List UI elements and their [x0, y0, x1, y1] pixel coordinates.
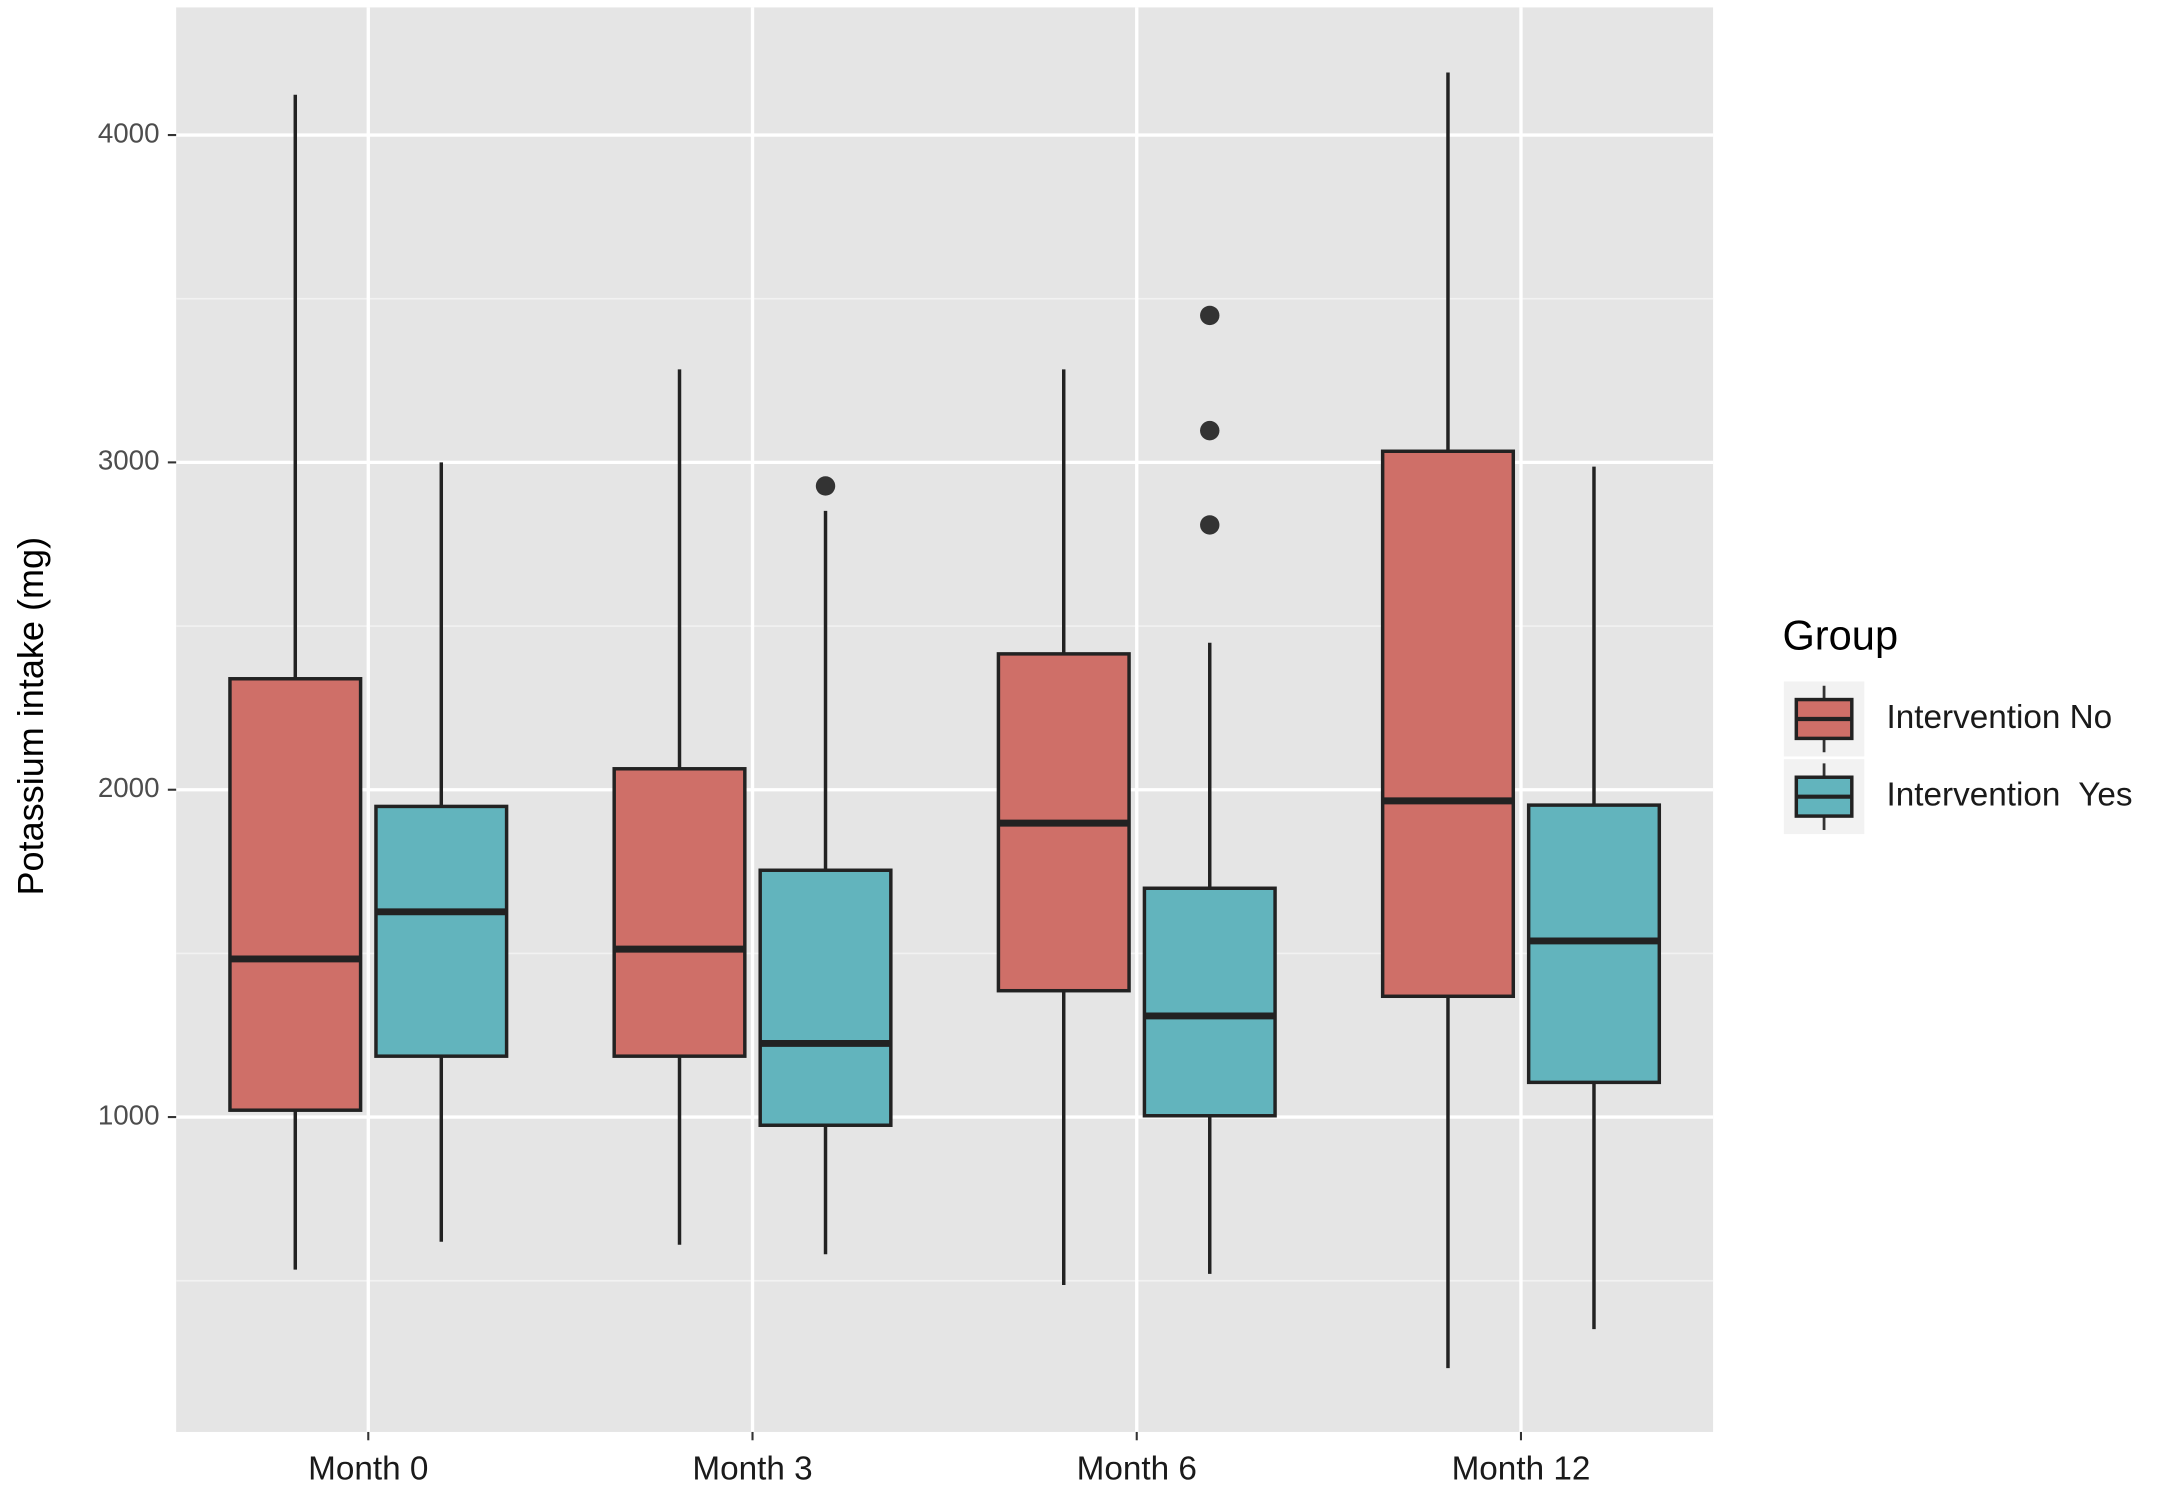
box [612, 767, 747, 1058]
box [758, 868, 893, 1127]
x-tick-label: Month 3 [692, 1451, 812, 1488]
legend-label: Intervention Yes [1886, 776, 2132, 813]
box [1142, 886, 1277, 1118]
box [228, 677, 363, 1112]
outlier [815, 476, 836, 496]
legend-title: Group [1782, 612, 1898, 659]
x-tick-label: Month 0 [308, 1451, 428, 1488]
y-tick-label: 4000 [98, 117, 160, 148]
box [1380, 449, 1516, 999]
y-tick-label: 1000 [98, 1099, 160, 1130]
y-axis-label: Potassium intake (mg) [10, 537, 51, 896]
outlier [1200, 515, 1220, 535]
x-tick-label: Month 6 [1077, 1451, 1197, 1488]
y-tick-label: 2000 [98, 772, 160, 803]
outlier [1200, 305, 1220, 326]
box [374, 804, 509, 1058]
legend-label: Intervention No [1886, 699, 2112, 736]
outlier [1200, 420, 1220, 441]
x-tick-label: Month 12 [1452, 1451, 1591, 1488]
y-tick-label: 3000 [98, 445, 160, 476]
